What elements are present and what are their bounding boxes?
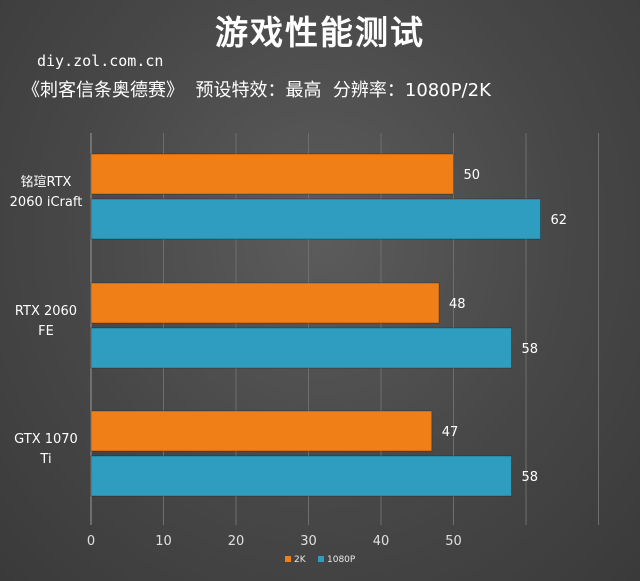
bar-2k	[90, 153, 454, 195]
x-tick-label: 0	[87, 534, 95, 549]
category-label: 铭瑄RTX	[21, 175, 72, 190]
category-label: RTX 2060	[15, 304, 77, 319]
x-tick-label: 20	[228, 534, 245, 549]
x-tick-label: 30	[300, 534, 317, 549]
category-label: FE	[38, 324, 54, 339]
bar-2k	[90, 282, 440, 324]
category-label: Ti	[39, 452, 51, 467]
x-tick-label: 50	[445, 534, 462, 549]
bar-1080p	[90, 455, 512, 497]
data-label: 58	[522, 342, 539, 357]
site-url: diy.zol.com.cn	[37, 52, 164, 70]
legend-label-2k: 2K	[294, 555, 307, 565]
test-settings: 《刺客信条奥德赛》 预设特效：最高 分辨率：1080P/2K	[22, 80, 491, 101]
data-label: 48	[449, 297, 466, 312]
bar-1080p	[90, 327, 512, 369]
chart-title: 游戏性能测试	[215, 13, 425, 52]
bar-2k	[90, 410, 433, 452]
data-label: 62	[551, 213, 568, 228]
legend-swatch-2k	[285, 556, 291, 562]
data-label: 50	[464, 168, 481, 183]
legend-label-1080p: 1080P	[327, 555, 356, 565]
category-label: 2060 iCraft	[10, 195, 83, 210]
x-tick-label: 10	[155, 534, 172, 549]
data-label: 47	[442, 425, 459, 440]
legend-swatch-1080p	[318, 556, 324, 562]
bar-1080p	[90, 198, 541, 240]
category-label: GTX 1070	[14, 432, 78, 447]
x-tick-label: 40	[373, 534, 390, 549]
data-label: 58	[522, 470, 539, 485]
